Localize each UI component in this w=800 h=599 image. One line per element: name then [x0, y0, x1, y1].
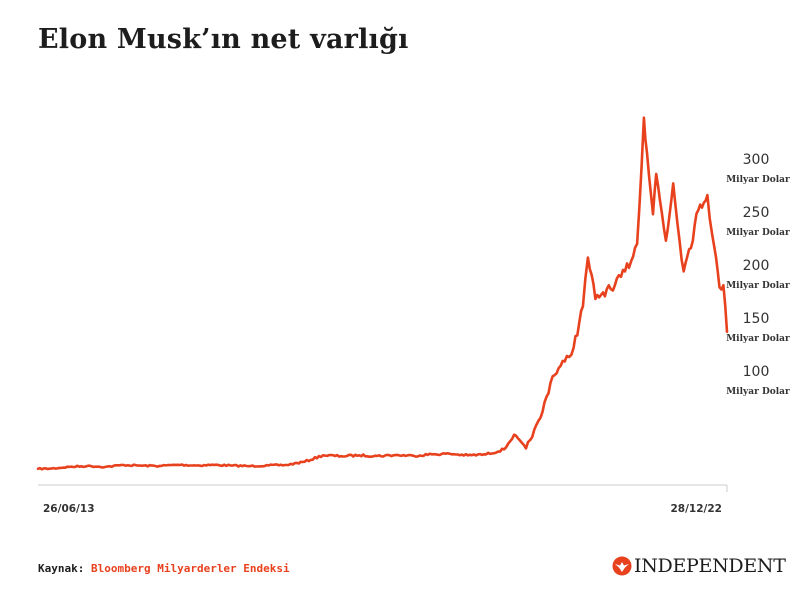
independent-logo: INDEPENDENT: [612, 555, 786, 577]
y-tick-unit-300: Milyar Dolar: [726, 175, 790, 185]
source-link[interactable]: Bloomberg Milyarderler Endeksi: [90, 562, 290, 575]
y-tick-unit-250: Milyar Dolar: [726, 228, 790, 238]
page-title: Elon Musk’ın net varlığı: [38, 24, 409, 55]
y-tick-unit-150: Milyar Dolar: [726, 334, 790, 344]
x-tick-label-end: 28/12/22: [670, 503, 722, 515]
x-tick-label-start: 26/06/13: [43, 503, 95, 515]
y-tick-value-300: 300: [743, 152, 770, 168]
eagle-icon: [612, 556, 632, 576]
y-axis-ticks: 300 Milyar Dolar 250 Milyar Dolar 200 Milyar …: [726, 152, 790, 397]
y-tick-value-150: 150: [743, 311, 770, 327]
y-tick-value-250: 250: [743, 205, 770, 221]
logo-text: INDEPENDENT: [634, 555, 786, 577]
net-worth-series-line: [36, 116, 729, 471]
y-tick-unit-100: Milyar Dolar: [726, 387, 790, 397]
source-note: Kaynak: Bloomberg Milyarderler Endeksi: [38, 562, 290, 575]
y-tick-value-200: 200: [743, 258, 770, 274]
source-label: Kaynak:: [38, 562, 85, 575]
y-tick-unit-200: Milyar Dolar: [726, 281, 790, 291]
y-tick-value-100: 100: [743, 364, 770, 380]
